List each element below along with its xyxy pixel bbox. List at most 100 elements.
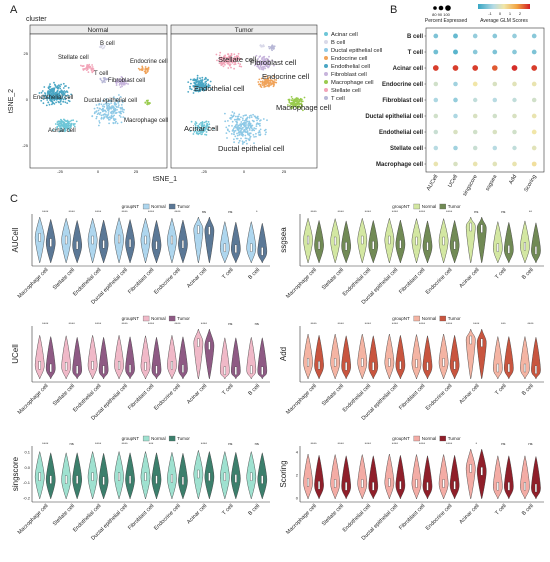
tsne-point — [112, 112, 115, 114]
tsne-point — [235, 55, 238, 58]
violin-shape — [341, 455, 351, 500]
violin-significance: **** — [310, 321, 317, 326]
violin-shape — [98, 336, 109, 380]
tsne-point — [62, 122, 65, 125]
tsne-point — [124, 117, 126, 120]
tsne-point — [234, 58, 237, 60]
violin-chart-ucell: groupNT Normal Tumor UCell **** Macrophage ce… — [11, 315, 270, 422]
dotplot-row-label: Ductal epithelial cell — [365, 114, 423, 120]
violin-ytick: 0.1 — [24, 450, 30, 455]
tsne-point — [50, 90, 53, 93]
tsne-point — [239, 123, 242, 125]
tsne-point — [244, 124, 247, 127]
tsne-point — [218, 54, 221, 57]
tsne-point — [259, 128, 262, 131]
tsne-point — [235, 120, 238, 123]
violin-shape — [520, 335, 530, 380]
tsne-point — [293, 102, 296, 105]
tsne-xtick-4: -25 — [201, 169, 208, 174]
tsne-point — [103, 46, 105, 49]
violin-box — [415, 479, 418, 488]
violin-box — [534, 483, 537, 493]
tsne-point — [66, 91, 69, 93]
tsne-point — [227, 120, 229, 122]
tsne-point — [266, 81, 269, 84]
tsne-point — [207, 125, 210, 128]
tsne-point — [40, 99, 43, 102]
violin-shape — [465, 448, 476, 500]
tsne-point — [52, 88, 55, 91]
violin-shape — [341, 335, 351, 380]
violin-ylabel: singscore — [11, 456, 20, 491]
tsne-point — [257, 118, 260, 120]
tsne-point — [93, 112, 96, 115]
tsne-point — [243, 141, 246, 144]
violin-box — [496, 363, 499, 373]
tsne-point — [295, 105, 298, 108]
tsne-point — [195, 80, 198, 83]
tsne-point — [249, 122, 252, 125]
tsne-point — [234, 61, 237, 64]
violin-box — [197, 225, 200, 234]
tsne-point — [82, 65, 85, 67]
violin-shape — [220, 220, 230, 264]
violin-shape — [72, 336, 82, 380]
violin-chart-aucell: groupNT Normal Tumor AUCell **** Macrophage c… — [11, 203, 270, 306]
tsne-point — [201, 79, 203, 82]
violin-box — [197, 469, 200, 479]
dotplot-dot — [512, 161, 517, 167]
tsne-point — [196, 128, 198, 131]
dotplot-col-label: Add — [508, 174, 518, 185]
tsne-point — [125, 82, 128, 85]
tsne-point — [273, 75, 275, 78]
violin-ylabel: Scoring — [279, 460, 288, 487]
tsne-point — [230, 114, 233, 117]
violin-shape — [178, 452, 188, 500]
tsne-point — [262, 56, 265, 58]
violin-box — [234, 244, 237, 253]
dotplot-dot — [492, 97, 498, 103]
tsne-point — [105, 115, 108, 118]
tsne-point — [107, 112, 110, 114]
violin-box — [507, 363, 510, 373]
tsne-point — [227, 57, 229, 60]
tsne-legend-label: Macrophage cell — [331, 80, 374, 86]
tsne-point — [247, 122, 250, 125]
violin-shape — [125, 336, 135, 380]
tsne-point — [194, 84, 197, 87]
violin-category-label: Macrophage cell — [17, 267, 50, 300]
tsne-point — [239, 63, 242, 66]
tsne-point — [128, 79, 131, 81]
tsne-point — [253, 64, 256, 67]
violin-legend-label: Normal — [151, 316, 166, 321]
tsne-point — [245, 139, 248, 142]
tsne-point — [266, 58, 269, 61]
tsne-point — [259, 80, 262, 83]
tsne-point — [99, 46, 102, 48]
tsne-point — [268, 60, 271, 62]
tsne-point — [116, 108, 118, 111]
tsne-point — [207, 86, 210, 89]
tsne-point — [239, 130, 242, 133]
violin-category-label: T cell — [221, 503, 234, 516]
tsne-point — [228, 61, 231, 63]
tsne-point — [121, 101, 124, 104]
tsne-point — [262, 60, 265, 62]
tsne-point — [108, 122, 110, 125]
tsne-point — [64, 85, 66, 88]
violin-significance: **** — [42, 321, 49, 326]
violin-significance: **** — [446, 209, 453, 214]
tsne-point — [209, 80, 212, 83]
tsne-point — [265, 75, 268, 78]
tsne-point — [190, 88, 193, 91]
tsne-point — [290, 96, 293, 98]
violin-significance: **** — [148, 321, 155, 326]
tsne-legend: Acinar cell B cell Ductal epithelial cell E… — [324, 32, 382, 102]
tsne-point — [197, 126, 200, 129]
tsne-point — [101, 81, 104, 84]
tsne-point — [47, 86, 50, 89]
tsne-xtick-2: 0 — [97, 169, 100, 174]
violin-category-label: Endothelial cell — [342, 267, 372, 297]
tsne-point — [299, 97, 302, 100]
dotplot-dot — [492, 81, 498, 87]
